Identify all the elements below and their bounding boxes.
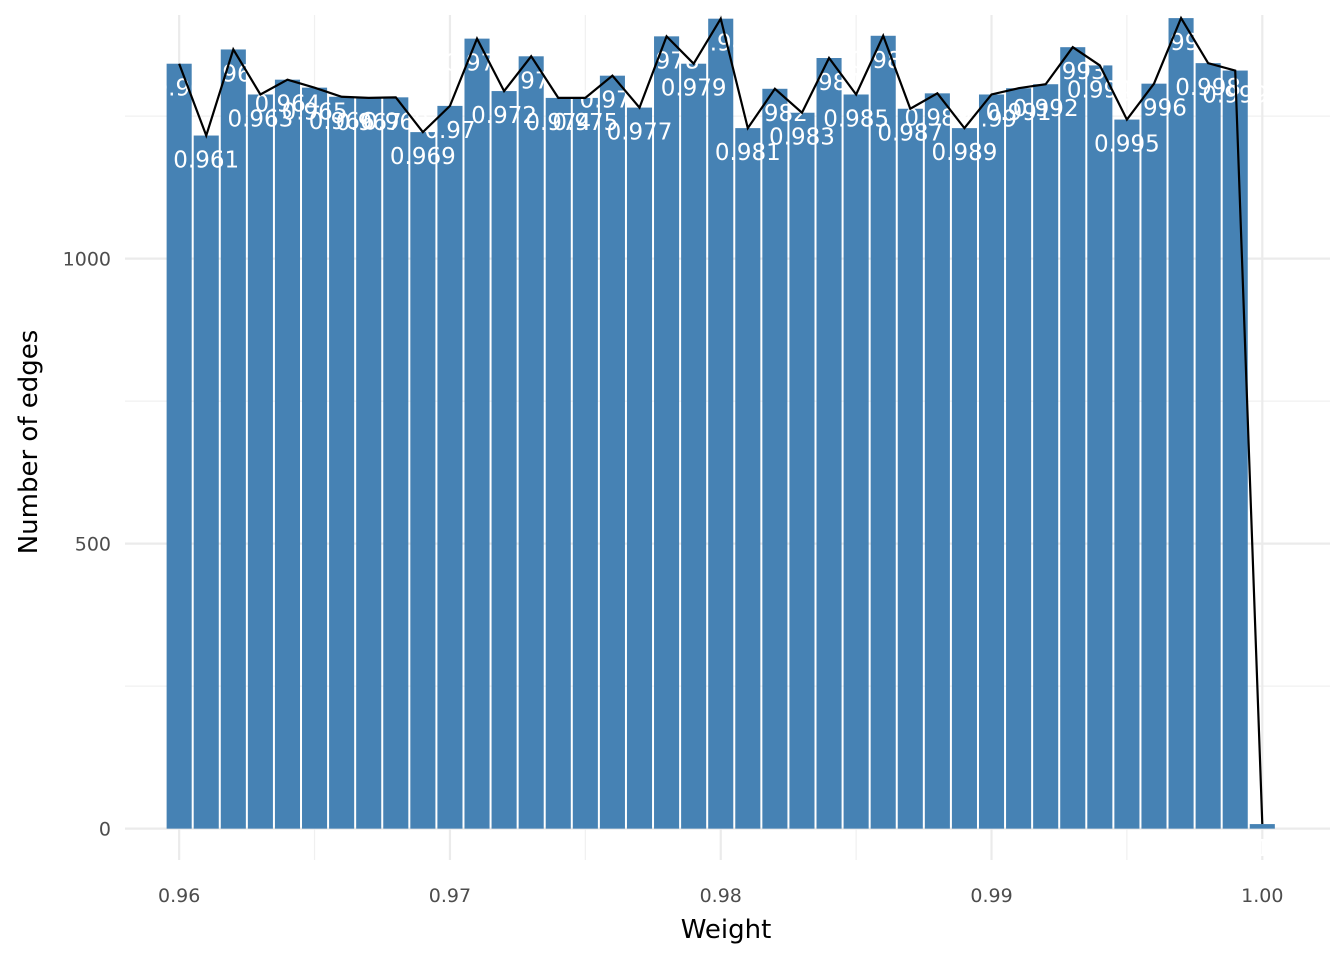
bar-label: 0.968	[363, 109, 429, 135]
x-tick-label: 1.00	[1241, 885, 1283, 907]
bar	[843, 94, 869, 829]
bar-label: 0.993	[1040, 59, 1106, 85]
bar-label: 0.992	[1013, 96, 1079, 122]
bar	[274, 79, 301, 829]
bar	[735, 128, 761, 829]
bar	[1006, 88, 1032, 829]
bar	[1114, 119, 1140, 829]
bar	[491, 91, 517, 829]
bar-label: 0.98	[695, 31, 746, 57]
bar	[572, 97, 598, 829]
bar	[518, 56, 544, 829]
bar	[302, 87, 328, 829]
y-axis-ticks: 0 500 1000	[63, 249, 111, 841]
bar-label: 0.989	[932, 140, 998, 166]
bar-label: 0.983	[769, 125, 835, 151]
bar	[1222, 70, 1248, 829]
bar-label: 0.967	[336, 110, 402, 136]
bar-label: 0.986	[850, 48, 916, 74]
bar	[220, 49, 246, 829]
bar	[1168, 18, 1194, 829]
bar-label: 0.979	[661, 76, 727, 102]
bar-label: 0.991	[986, 100, 1052, 126]
bar-label: 0.978	[634, 48, 700, 74]
bar-label: 0.985	[823, 106, 889, 132]
x-tick-label: 0.96	[158, 885, 200, 907]
bar	[654, 36, 680, 829]
bar	[1195, 63, 1221, 829]
y-tick-label: 0	[99, 819, 111, 841]
x-tick-label: 0.97	[429, 885, 471, 907]
bar	[247, 94, 273, 829]
bar	[1141, 83, 1167, 829]
bar	[708, 18, 734, 829]
bar	[924, 93, 950, 829]
bar-label: 0.996	[1121, 96, 1187, 122]
bar-label: 0.974	[525, 110, 591, 136]
bar-label: 0.964	[255, 92, 321, 118]
bars	[166, 18, 1275, 829]
y-tick-label: 500	[75, 534, 111, 556]
bar	[789, 112, 815, 829]
bar	[356, 97, 382, 829]
bar	[410, 132, 436, 829]
bar-label: 0.966	[309, 109, 375, 135]
bar	[464, 38, 490, 829]
x-tick-label: 0.99	[970, 885, 1012, 907]
bar-label: 0.965	[282, 100, 348, 126]
bar-labels: 0.960.9610.9620.9630.9640.9650.9660.9670…	[154, 30, 1270, 862]
bar	[897, 108, 923, 829]
bar-label: 0.984	[796, 70, 862, 96]
bar-label: 0.962	[200, 61, 266, 87]
bar-label: 0.997	[1148, 30, 1214, 56]
bar	[193, 135, 219, 829]
bar	[870, 35, 896, 829]
bar-label: 0.987	[877, 121, 943, 147]
bar-label: 0.994	[1067, 77, 1133, 103]
bar	[1060, 47, 1086, 829]
bar-label: 0.963	[227, 106, 293, 132]
bar	[599, 75, 625, 829]
bar-label: 0.971	[444, 51, 510, 77]
bar	[681, 63, 707, 829]
bar	[978, 94, 1005, 829]
bar	[383, 97, 409, 829]
y-tick-label: 1000	[63, 249, 111, 271]
bar	[437, 105, 463, 829]
x-axis-title: Weight	[681, 915, 772, 945]
bar-label: 0.969	[390, 144, 456, 170]
bar	[626, 107, 653, 829]
bar-label: 0.961	[173, 148, 239, 174]
bar	[166, 63, 192, 829]
bar-label: 0.975	[552, 110, 618, 136]
bar-label: 0.998	[1175, 75, 1241, 101]
bar	[1087, 65, 1113, 829]
bar	[951, 128, 977, 829]
x-axis-ticks: 0.96 0.97 0.98 0.99 1.00	[158, 885, 1283, 907]
bar	[816, 58, 842, 829]
bar	[1033, 84, 1059, 829]
bar-label: 0.995	[1094, 132, 1160, 158]
bar	[329, 96, 355, 829]
bar-label: 1	[1255, 836, 1270, 862]
y-axis-title: Number of edges	[14, 330, 44, 555]
bar	[1249, 824, 1275, 829]
bar-label: 0.977	[607, 120, 673, 146]
bar	[545, 97, 571, 829]
bar	[762, 88, 788, 829]
bar-label: 0.981	[715, 140, 781, 166]
bar-label: 0.96	[154, 76, 205, 102]
bar-label: 0.976	[579, 88, 645, 114]
bar-label: 0.99	[966, 106, 1017, 132]
bar-label: 0.988	[904, 105, 970, 131]
x-tick-label: 0.98	[700, 885, 742, 907]
bar-label: 0.972	[471, 103, 537, 129]
trend-line	[178, 15, 1264, 825]
